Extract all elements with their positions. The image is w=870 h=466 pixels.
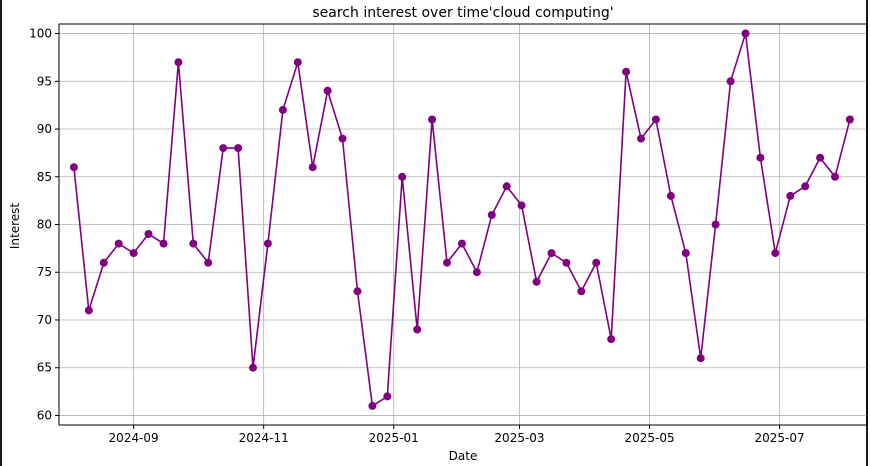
y-tick-label: 75 — [37, 265, 52, 279]
chart-title: search interest over time'cloud computin… — [312, 5, 613, 21]
data-point — [443, 258, 451, 267]
y-tick-label: 95 — [37, 74, 52, 88]
data-point — [831, 172, 839, 181]
data-point — [144, 230, 153, 238]
data-point — [472, 268, 481, 277]
data-point — [801, 182, 810, 191]
data-point — [637, 134, 645, 143]
x-tick-label: 2025-07 — [755, 431, 805, 445]
data-point — [263, 239, 272, 248]
data-point — [353, 287, 362, 296]
y-tick-label: 100 — [29, 27, 52, 41]
y-tick-label: 80 — [37, 218, 52, 232]
x-tick-label: 2024-09 — [109, 431, 159, 445]
y-tick-label: 85 — [37, 170, 52, 184]
data-point — [771, 249, 780, 258]
data-point — [114, 239, 123, 248]
data-point — [308, 163, 317, 172]
data-point — [338, 134, 347, 143]
y-tick-label: 70 — [37, 313, 52, 327]
series-line — [73, 33, 851, 408]
data-point — [457, 239, 466, 248]
data-point — [69, 163, 78, 172]
x-axis: 2024-09 2024-11 2025-01 2025-03 2025-05 2025-… — [109, 425, 805, 445]
grid — [59, 24, 867, 425]
data-point — [666, 191, 675, 200]
data-point — [293, 58, 302, 67]
data-point — [249, 363, 257, 372]
data-point — [174, 58, 183, 67]
data-point — [234, 144, 243, 153]
x-tick-label: 2025-05 — [624, 431, 674, 445]
data-point — [592, 258, 601, 267]
data-point — [219, 144, 228, 153]
data-point — [502, 182, 511, 191]
y-tick-label: 90 — [37, 122, 52, 136]
data-point — [99, 258, 108, 267]
x-tick-label: 2025-01 — [369, 431, 419, 445]
data-point — [487, 211, 496, 219]
data-point — [159, 239, 168, 248]
y-axis: 60 65 70 75 80 85 90 95 100 — [29, 27, 59, 422]
data-point — [84, 306, 93, 315]
y-tick-label: 60 — [37, 408, 52, 422]
data-point — [696, 354, 705, 363]
data-point — [622, 67, 631, 76]
data-point — [562, 258, 571, 267]
series — [69, 29, 854, 410]
data-point — [651, 115, 660, 124]
data-point — [711, 220, 720, 229]
x-axis-label: Date — [449, 449, 478, 463]
data-point — [607, 335, 616, 344]
data-point — [323, 86, 332, 95]
data-point — [428, 115, 437, 124]
y-tick-label: 65 — [37, 361, 52, 375]
data-point — [577, 287, 586, 296]
data-point — [786, 191, 795, 200]
data-point — [278, 105, 287, 114]
data-point — [189, 239, 198, 248]
data-point — [741, 29, 750, 38]
data-point — [547, 249, 556, 258]
data-point — [368, 401, 377, 410]
y-axis-label: Interest — [8, 203, 22, 250]
data-point — [816, 153, 825, 162]
data-point — [532, 277, 541, 286]
data-point — [726, 77, 735, 86]
x-tick-label: 2025-03 — [494, 431, 544, 445]
data-point — [383, 392, 392, 401]
x-tick-label: 2024-11 — [239, 431, 289, 445]
data-point — [517, 201, 526, 210]
data-point — [413, 325, 422, 334]
data-point — [204, 258, 213, 267]
data-point — [398, 172, 407, 181]
data-point — [681, 249, 690, 258]
data-point — [845, 115, 854, 124]
data-point — [129, 249, 138, 258]
data-point — [756, 153, 765, 162]
